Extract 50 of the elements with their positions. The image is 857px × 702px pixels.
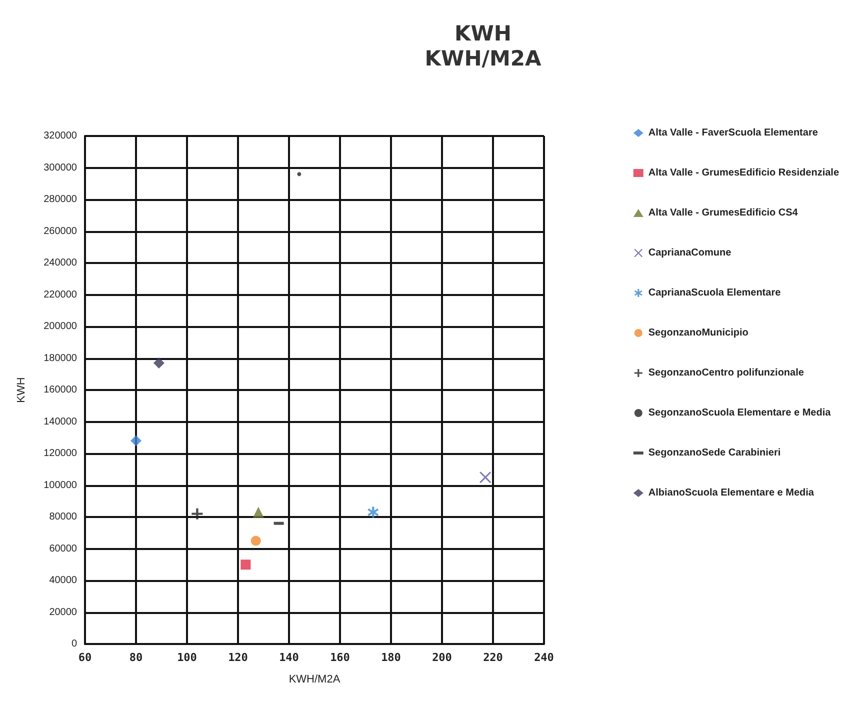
point — [130, 435, 142, 446]
point — [480, 472, 491, 483]
point — [252, 506, 264, 518]
chart-title: KWH — [454, 22, 512, 46]
legend-label: CaprianaComune — [648, 248, 732, 258]
y-tick-label: 320000 — [44, 130, 78, 142]
y-tick-label: 120000 — [44, 448, 78, 459]
y-tick-label: 20000 — [49, 606, 78, 618]
x-tick-label: 240 — [534, 651, 554, 664]
x-tick-label: 100 — [177, 651, 197, 664]
x-axis-title: KWH/M2A — [288, 674, 341, 686]
legend-label: SegonzanoScuola Elementare e Media — [648, 408, 832, 418]
y-tick-label: 220000 — [44, 289, 78, 300]
x-tick-label: 120 — [228, 651, 248, 664]
x-tick-label: 220 — [483, 651, 503, 664]
legend-label: Alta Valle - GrumesEdificio CS4 — [648, 208, 798, 218]
point — [297, 172, 302, 176]
x-tick-label: 80 — [129, 651, 143, 664]
point — [368, 506, 379, 518]
y-tick-label: 40000 — [49, 575, 78, 586]
x-tick-label: 140 — [279, 651, 299, 664]
y-tick-label: 160000 — [44, 384, 78, 396]
x-tick-label: 200 — [432, 651, 452, 664]
y-tick-label: 0 — [71, 638, 78, 650]
y-tick-label: 60000 — [49, 543, 78, 554]
legend-label: Alta Valle - FaverScuola Elementare — [648, 128, 818, 138]
chart-subtitle: KWH/M2A — [424, 46, 542, 70]
x-tick-label: 160 — [330, 651, 350, 664]
legend-label: Alta Valle - GrumesEdificio Residenziale — [648, 168, 840, 178]
y-tick-label: 180000 — [44, 352, 78, 364]
y-tick-label: 260000 — [44, 226, 78, 237]
legend-label: SegonzanoSede Carabinieri — [648, 448, 781, 458]
point — [192, 508, 203, 520]
y-tick-label: 140000 — [44, 416, 78, 428]
y-tick-label: 300000 — [44, 162, 78, 174]
x-tick-label: 180 — [381, 651, 401, 664]
y-tick-label: 280000 — [44, 194, 78, 205]
legend-label: AlbianoScuola Elementare e Media — [648, 488, 814, 498]
y-tick-label: 200000 — [44, 321, 78, 332]
legend-label: SegonzanoCentro polifunzionale — [648, 368, 804, 378]
x-tick-label: 60 — [78, 651, 92, 664]
y-tick-label: 240000 — [44, 258, 78, 268]
legend-label: SegonzanoMunicipio — [648, 328, 748, 338]
y-tick-label: 100000 — [44, 480, 78, 491]
point — [153, 358, 164, 369]
y-axis-title: KWH — [16, 377, 28, 403]
legend-label: CaprianaScuola Elementare — [648, 288, 782, 298]
y-tick-label: 80000 — [49, 512, 78, 522]
point — [240, 560, 251, 570]
point — [250, 536, 261, 546]
